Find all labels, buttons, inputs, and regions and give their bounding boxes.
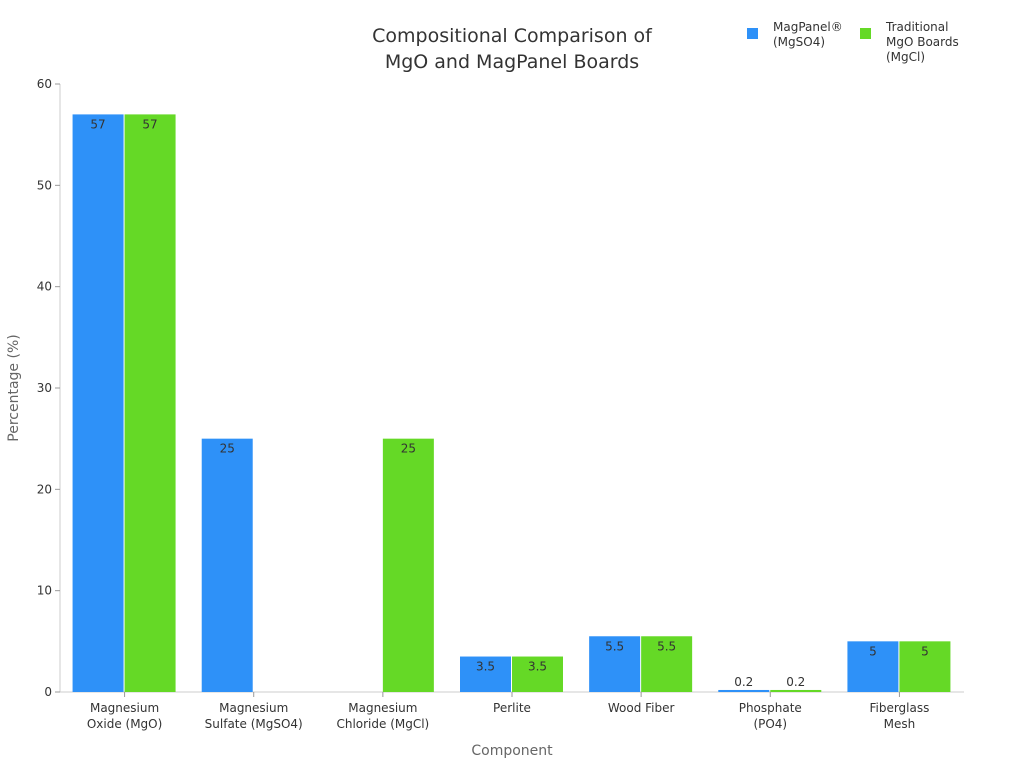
legend-label: MagPanel®	[773, 20, 843, 34]
data-label: 0.2	[786, 675, 805, 689]
data-label: 5.5	[657, 639, 676, 653]
y-axis-label: Percentage (%)	[6, 334, 22, 441]
bar	[201, 438, 253, 692]
x-tick-label: Fiberglass	[869, 701, 929, 715]
chart-title: MgO and MagPanel Boards	[385, 51, 639, 73]
x-tick-label: Chloride (MgCl)	[336, 717, 429, 731]
data-label: 5	[869, 644, 877, 658]
data-label: 5.5	[605, 639, 624, 653]
data-label: 25	[220, 442, 235, 456]
bar	[382, 438, 434, 692]
y-tick-label: 60	[37, 77, 52, 91]
bar	[512, 656, 563, 692]
x-tick-label: (PO4)	[753, 717, 787, 731]
bar	[847, 641, 899, 692]
bar	[641, 636, 693, 692]
bar	[589, 636, 641, 692]
data-label: 25	[401, 442, 416, 456]
legend-label: MgO Boards	[886, 35, 959, 49]
legend-label: (MgSO4)	[773, 35, 825, 49]
x-tick-label: Oxide (MgO)	[87, 717, 162, 731]
chart-title: Compositional Comparison of	[372, 25, 653, 47]
bar	[770, 689, 822, 692]
legend-swatch	[860, 28, 871, 39]
y-tick-label: 10	[37, 584, 52, 598]
data-label: 5	[921, 644, 929, 658]
bar	[899, 641, 951, 692]
bar	[124, 114, 176, 692]
data-label: 0.2	[734, 675, 753, 689]
bar	[718, 689, 770, 692]
x-tick-label: Magnesium	[219, 701, 288, 715]
data-label: 57	[90, 117, 105, 131]
bar	[72, 114, 124, 692]
x-tick-label: Phosphate	[739, 701, 802, 715]
y-tick-label: 40	[37, 280, 52, 294]
y-tick-label: 20	[37, 482, 52, 496]
data-label: 3.5	[528, 660, 547, 674]
x-tick-label: Wood Fiber	[608, 701, 675, 715]
x-tick-label: Sulfate (MgSO4)	[205, 717, 303, 731]
legend-swatch	[747, 28, 758, 39]
x-tick-label: Mesh	[884, 717, 916, 731]
x-tick-label: Magnesium	[348, 701, 417, 715]
y-tick-label: 0	[44, 685, 52, 699]
bar	[460, 656, 511, 692]
legend-label: Traditional	[885, 20, 948, 34]
y-tick-label: 30	[37, 381, 52, 395]
x-tick-label: Magnesium	[90, 701, 159, 715]
x-axis-label: Component	[471, 743, 553, 759]
data-label: 57	[142, 117, 157, 131]
legend-label: (MgCl)	[886, 50, 925, 64]
x-tick-label: Perlite	[493, 701, 531, 715]
y-tick-label: 50	[37, 178, 52, 192]
data-label: 3.5	[476, 660, 495, 674]
